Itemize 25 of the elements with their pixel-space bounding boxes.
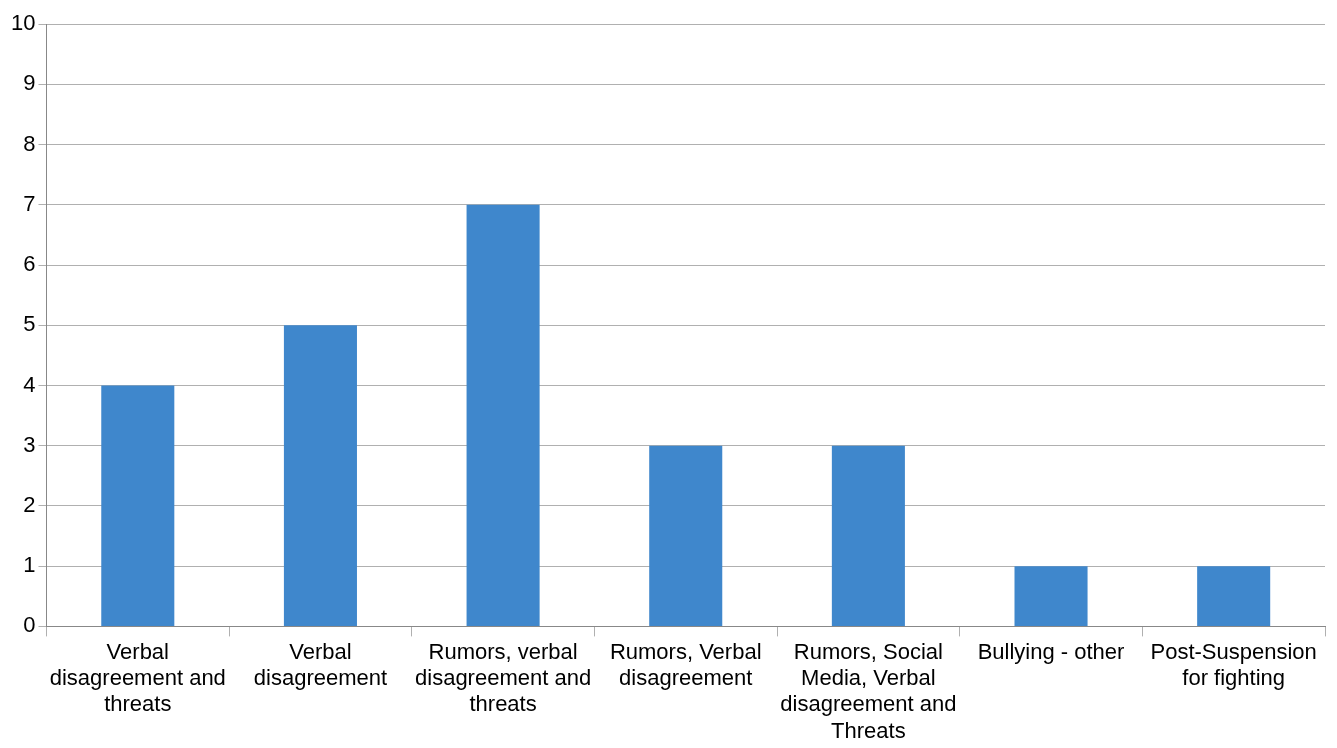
y-tick-label: 8	[23, 130, 36, 156]
bar	[283, 325, 357, 626]
y-tick-label: 5	[23, 311, 36, 337]
y-tick-label: 1	[23, 552, 36, 578]
y-tick-label: 10	[10, 10, 36, 36]
bar	[831, 445, 905, 626]
bar	[466, 204, 540, 626]
y-tick-label: 9	[23, 70, 36, 96]
y-tick-label: 6	[23, 251, 36, 277]
bar	[649, 445, 723, 626]
y-tick-label: 2	[23, 492, 36, 518]
bar	[101, 385, 175, 626]
bar	[1197, 566, 1271, 626]
y-tick-label: 4	[23, 371, 36, 397]
x-tick-label: Verbal disagreement and threats	[49, 638, 226, 717]
x-tick-label: Rumors, Verbal disagreement	[609, 638, 762, 691]
y-tick-label: 3	[23, 431, 36, 457]
y-tick-label: 7	[23, 190, 36, 216]
x-tick-label: Post-Suspension for fighting	[1150, 638, 1317, 691]
x-tick-label: Verbal disagreement	[253, 638, 388, 691]
bar	[1014, 566, 1088, 626]
y-tick-label: 0	[23, 612, 36, 638]
x-tick-label: Rumors, Social Media, Verbal disagreement and Threats	[780, 638, 957, 743]
x-tick-label: Bullying - other	[977, 638, 1125, 664]
x-tick-label: Rumors, verbal disagreement and threats	[415, 638, 592, 717]
